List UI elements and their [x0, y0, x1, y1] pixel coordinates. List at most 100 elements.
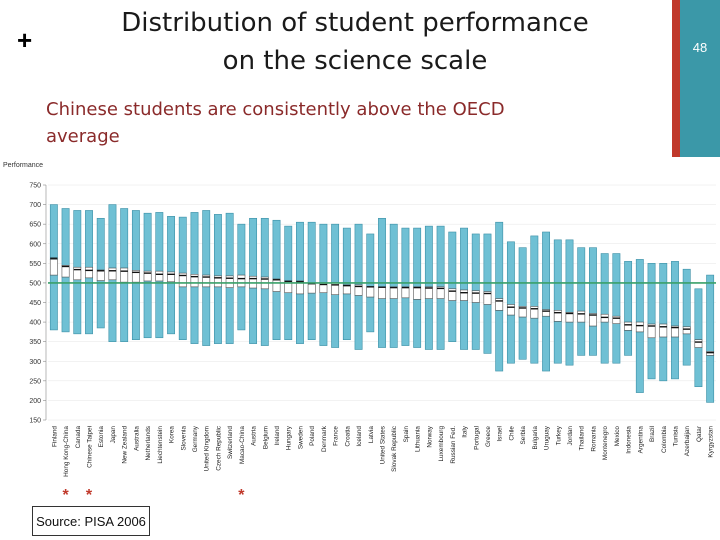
box-upper	[49, 204, 58, 260]
category-label: Uruguay	[544, 425, 551, 450]
box-lower	[272, 291, 281, 341]
box-central-band	[272, 278, 281, 292]
box-upper	[190, 212, 199, 275]
box-upper	[682, 268, 691, 328]
box-central-band	[49, 259, 58, 276]
box-upper	[448, 231, 457, 290]
box-upper	[284, 225, 293, 282]
category-label: Canada	[75, 426, 82, 449]
box-lower	[577, 321, 586, 356]
category-label: Poland	[309, 426, 316, 446]
category-label: Portugal	[473, 426, 480, 450]
y-tick-label: 400	[29, 320, 41, 327]
category-label: Mexico	[614, 426, 621, 447]
category-label: Serbia	[520, 426, 527, 445]
box-central-band	[307, 282, 316, 294]
box-central-band	[213, 275, 222, 288]
box-central-band	[671, 325, 679, 338]
box-lower	[624, 330, 633, 356]
box-lower	[542, 315, 551, 372]
box-central-band	[389, 286, 398, 299]
box-lower	[424, 298, 433, 350]
box-central-band	[624, 321, 633, 331]
box-upper	[307, 221, 316, 284]
y-tick-label: 200	[29, 398, 41, 405]
box-lower	[659, 336, 668, 382]
box-lower	[389, 298, 398, 348]
box-lower	[61, 276, 70, 333]
box-central-band	[120, 267, 129, 283]
box-upper	[131, 210, 140, 271]
plus-icon: +	[17, 25, 33, 55]
box-upper	[635, 259, 644, 323]
box-upper	[73, 210, 82, 268]
category-label: Czech Republic	[215, 425, 222, 471]
box-lower	[518, 316, 527, 360]
box-central-band	[495, 298, 504, 311]
slide-subtitle: Chinese students are consistently above …	[46, 99, 505, 147]
category-label: Belgium	[262, 426, 269, 449]
category-label: Indonesia	[626, 426, 633, 454]
y-tick-label: 650	[29, 222, 41, 229]
box-central-band	[530, 306, 539, 319]
box-lower	[565, 321, 574, 366]
box-central-band	[342, 284, 351, 295]
box-upper	[272, 219, 281, 280]
box-central-band	[202, 274, 211, 288]
box-lower	[553, 321, 562, 364]
box-central-band	[589, 313, 597, 327]
box-lower	[413, 299, 422, 348]
box-plot-chart: Performance 150 200 250 300 350 400 450 500 550 60…	[3, 162, 716, 504]
box-upper	[413, 227, 422, 288]
category-label: Azerbaijan	[684, 426, 691, 457]
box-upper	[342, 227, 351, 286]
y-tick-label: 550	[29, 261, 41, 268]
box-lower	[213, 286, 222, 344]
box-upper	[612, 253, 621, 317]
box-lower	[249, 287, 258, 344]
box-lower	[635, 331, 644, 393]
category-label: Montenegro	[602, 426, 609, 461]
box-central-band	[565, 311, 574, 323]
box-upper	[659, 263, 668, 325]
box-upper	[506, 241, 515, 305]
box-lower	[671, 336, 679, 380]
category-label: Latvia	[368, 426, 375, 443]
box-lower	[471, 302, 480, 350]
box-lower	[167, 281, 175, 335]
box-upper	[237, 223, 246, 276]
box-lower	[530, 317, 539, 364]
category-label: Greece	[485, 426, 492, 447]
box-upper	[202, 210, 211, 276]
box-central-band	[401, 286, 410, 299]
category-label: Japan	[110, 426, 117, 444]
side-accent-teal	[680, 0, 720, 157]
category-label: Norway	[426, 425, 433, 447]
category-label: Romania	[590, 426, 597, 452]
box-central-band	[694, 339, 703, 348]
box-lower	[319, 292, 328, 346]
box-central-band	[460, 289, 468, 301]
category-label: Israel	[497, 426, 504, 442]
box-lower	[612, 323, 621, 364]
box-lower	[483, 304, 492, 354]
box-lower	[307, 292, 316, 341]
box-central-band	[647, 323, 656, 339]
box-lower	[589, 325, 597, 356]
category-label: Bulgaria	[532, 426, 539, 450]
box-lower	[260, 288, 269, 346]
category-label: United Kingdom	[204, 426, 211, 471]
box-upper	[378, 217, 386, 288]
category-label: Brazil	[649, 426, 656, 442]
page-number: 48	[692, 40, 708, 55]
category-label: Croatia	[344, 426, 351, 447]
box-lower	[436, 298, 445, 350]
box-upper	[647, 263, 656, 325]
box-upper	[178, 216, 187, 274]
box-lower	[85, 277, 93, 335]
box-lower	[73, 279, 82, 335]
box-upper	[366, 233, 375, 288]
source-note: Source: PISA 2006	[32, 506, 150, 536]
box-lower	[706, 355, 715, 403]
category-label: France	[333, 426, 340, 446]
